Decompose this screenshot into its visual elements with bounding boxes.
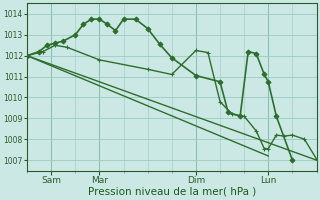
X-axis label: Pression niveau de la mer( hPa ): Pression niveau de la mer( hPa ): [88, 187, 256, 197]
